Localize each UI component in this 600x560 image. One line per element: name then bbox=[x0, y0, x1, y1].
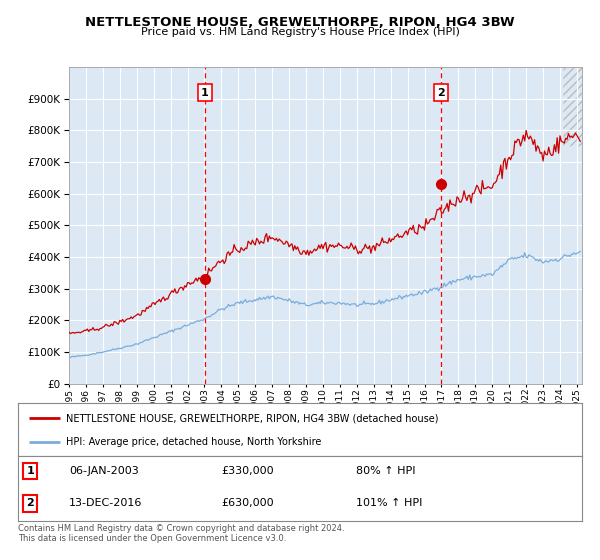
Text: £630,000: £630,000 bbox=[221, 498, 274, 508]
Text: 101% ↑ HPI: 101% ↑ HPI bbox=[356, 498, 423, 508]
Text: 06-JAN-2003: 06-JAN-2003 bbox=[69, 466, 139, 476]
Text: NETTLESTONE HOUSE, GREWELTHORPE, RIPON, HG4 3BW (detached house): NETTLESTONE HOUSE, GREWELTHORPE, RIPON, … bbox=[66, 413, 439, 423]
Text: 1: 1 bbox=[201, 87, 209, 97]
Text: NETTLESTONE HOUSE, GREWELTHORPE, RIPON, HG4 3BW: NETTLESTONE HOUSE, GREWELTHORPE, RIPON, … bbox=[85, 16, 515, 29]
Text: 80% ↑ HPI: 80% ↑ HPI bbox=[356, 466, 416, 476]
Text: Price paid vs. HM Land Registry's House Price Index (HPI): Price paid vs. HM Land Registry's House … bbox=[140, 27, 460, 37]
Text: £330,000: £330,000 bbox=[221, 466, 274, 476]
Text: Contains HM Land Registry data © Crown copyright and database right 2024.
This d: Contains HM Land Registry data © Crown c… bbox=[18, 524, 344, 543]
Text: 2: 2 bbox=[437, 87, 445, 97]
Text: 13-DEC-2016: 13-DEC-2016 bbox=[69, 498, 142, 508]
Text: 2: 2 bbox=[26, 498, 34, 508]
Text: 1: 1 bbox=[26, 466, 34, 476]
Text: HPI: Average price, detached house, North Yorkshire: HPI: Average price, detached house, Nort… bbox=[66, 436, 322, 446]
